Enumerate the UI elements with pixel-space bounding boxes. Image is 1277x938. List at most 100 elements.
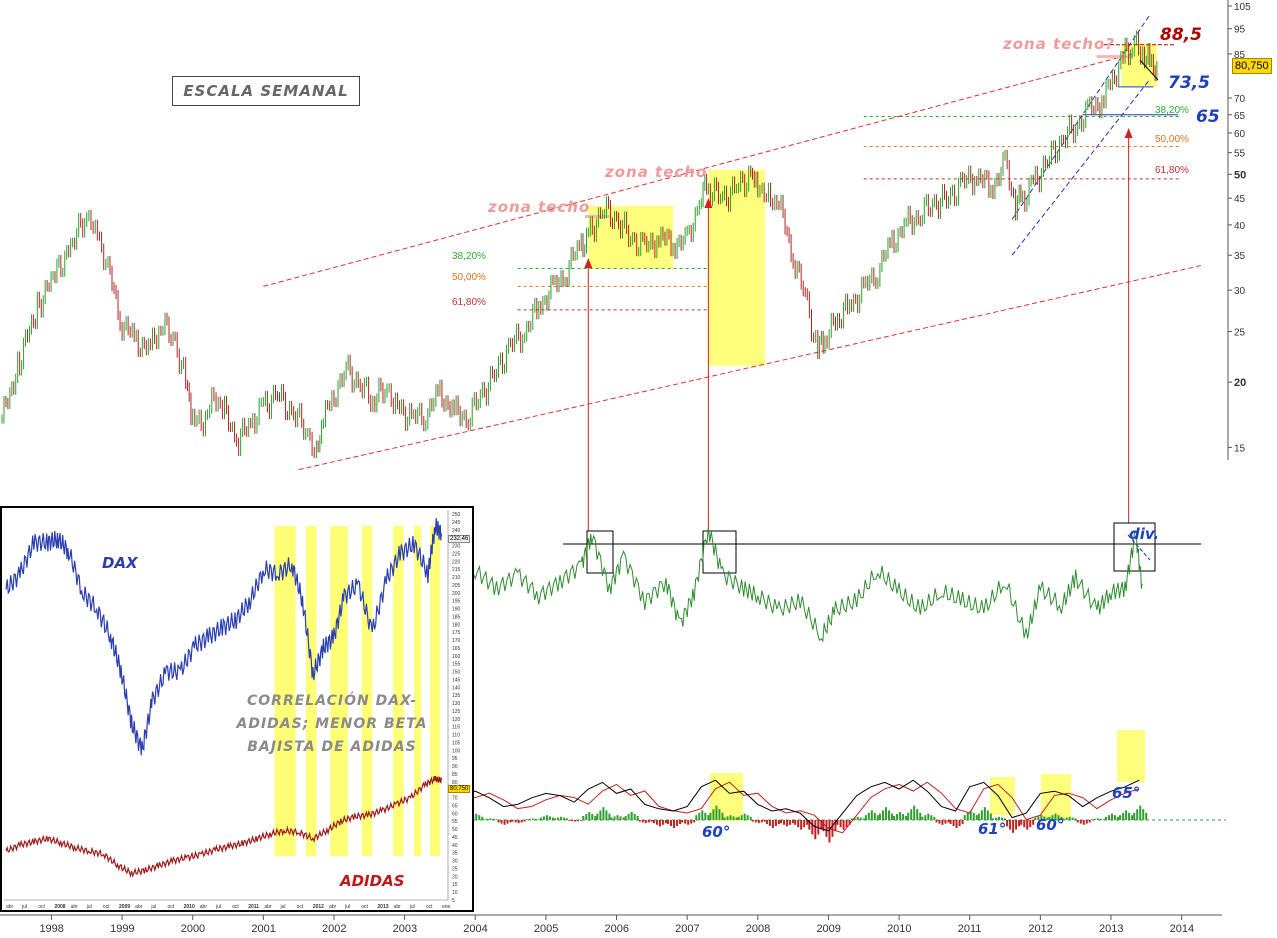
- macd-bar: [989, 813, 992, 820]
- inset-y-label: 185: [452, 614, 461, 620]
- inset-x-label: jul: [215, 904, 221, 910]
- y-tick-label: 35: [1234, 251, 1246, 262]
- macd-bar: [608, 813, 611, 820]
- macd-line: [460, 779, 1140, 832]
- macd-bar: [751, 820, 754, 822]
- macd-bar: [605, 810, 608, 820]
- macd-bar: [574, 820, 577, 822]
- macd-bar: [873, 812, 876, 820]
- macd-bar: [1029, 820, 1032, 828]
- macd-bar: [997, 816, 1000, 820]
- macd-bar: [938, 820, 941, 824]
- macd-bar: [554, 818, 557, 820]
- macd-bar: [1020, 820, 1023, 825]
- inset-y-label: 230: [452, 544, 461, 550]
- inset-y-label: 170: [452, 638, 461, 644]
- oscillator-line: [453, 527, 1143, 643]
- macd-bar: [613, 816, 616, 820]
- macd-bar: [1099, 818, 1102, 820]
- macd-bar: [955, 820, 958, 828]
- macd-bar: [735, 817, 738, 820]
- x-tick-label: 2004: [463, 923, 487, 935]
- angle-label-4: 65°: [1112, 784, 1141, 802]
- macd-bar: [825, 820, 828, 837]
- inset-y-label: 215: [452, 567, 461, 573]
- y-tick-label: 25: [1234, 328, 1246, 339]
- macd-bar: [616, 815, 619, 820]
- inset-x-label: jul: [344, 904, 350, 910]
- scale-label: ESCALA SEMANAL: [183, 82, 349, 100]
- macd-bar: [1003, 818, 1006, 820]
- macd-bar: [661, 820, 664, 825]
- macd-bar: [910, 809, 913, 820]
- y-tick-label: 20: [1234, 377, 1246, 389]
- macd-bar: [520, 820, 523, 823]
- macd-bar: [624, 816, 627, 820]
- inset-y-label: 100: [452, 748, 461, 754]
- macd-bar: [610, 817, 613, 820]
- macd-bar: [1034, 817, 1037, 820]
- inset-dax-tag: 232,46: [448, 535, 471, 543]
- macd-bar: [693, 820, 696, 823]
- inset-y-label: 150: [452, 670, 461, 676]
- macd-bar: [495, 819, 498, 820]
- macd-bar: [1125, 810, 1128, 820]
- macd-bar: [763, 820, 766, 822]
- inset-x-label: jul: [150, 904, 156, 910]
- macd-bar: [537, 819, 540, 820]
- inset-y-label: 95: [452, 756, 458, 762]
- macd-bar: [921, 816, 924, 820]
- macd-bar: [1012, 820, 1015, 833]
- blue-channel-lower: [1011, 79, 1151, 256]
- macd-bar: [1142, 809, 1145, 820]
- macd-bar: [1116, 816, 1119, 820]
- macd-bar: [523, 820, 526, 822]
- macd-bar: [794, 820, 797, 825]
- resistance-zone-3: [1121, 43, 1157, 87]
- macd-bar: [707, 815, 710, 820]
- macd-bar: [1104, 816, 1107, 820]
- inset-y-label: 190: [452, 607, 461, 613]
- inset-highlight-2: [305, 526, 317, 856]
- macd-bar: [539, 817, 542, 820]
- macd-bar: [641, 820, 644, 823]
- inset-x-label: abr: [71, 904, 79, 910]
- macd-bar: [1133, 812, 1136, 820]
- macd-bar: [884, 807, 887, 820]
- inset-y-label: 210: [452, 575, 461, 581]
- correlation-text: CORRELACIÓN DAX- ADIDAS; MENOR BETA BAJI…: [226, 690, 438, 759]
- macd-bar: [834, 820, 837, 832]
- adidas-label: ADIDAS: [340, 872, 405, 890]
- macd-bar: [1062, 818, 1065, 820]
- macd-bar: [842, 820, 845, 830]
- macd-bar: [1018, 820, 1021, 827]
- inset-y-label: 85: [452, 772, 458, 778]
- inset-y-label: 120: [452, 717, 461, 723]
- x-tick-label: 2002: [322, 923, 346, 935]
- inset-y-label: 135: [452, 693, 461, 699]
- macd-bar: [839, 820, 842, 828]
- x-tick-label: 2008: [746, 923, 770, 935]
- correlation-line-1: CORRELACIÓN DAX-: [247, 693, 417, 709]
- level-88-label: 88,5: [1160, 25, 1202, 45]
- inset-x-label: 2011: [248, 904, 259, 910]
- macd-bar: [602, 807, 605, 820]
- inset-highlight-1: [274, 526, 296, 856]
- macd-bar: [633, 814, 636, 820]
- macd-bar: [941, 820, 944, 825]
- macd-bar: [913, 805, 916, 820]
- macd-bar: [721, 812, 724, 820]
- macd-bar: [896, 814, 899, 820]
- macd-bar: [571, 820, 574, 822]
- macd-bar: [500, 820, 503, 824]
- macd-bar: [977, 813, 980, 820]
- macd-bar: [947, 820, 950, 823]
- inset-x-label: 2008: [54, 904, 65, 910]
- macd-bar: [919, 812, 922, 820]
- macd-bar: [774, 820, 777, 826]
- inset-y-label: 105: [452, 740, 461, 746]
- macd-bar: [525, 819, 528, 820]
- macd-bar: [966, 812, 969, 820]
- macd-bar: [1131, 815, 1134, 820]
- macd-bar: [1145, 812, 1148, 820]
